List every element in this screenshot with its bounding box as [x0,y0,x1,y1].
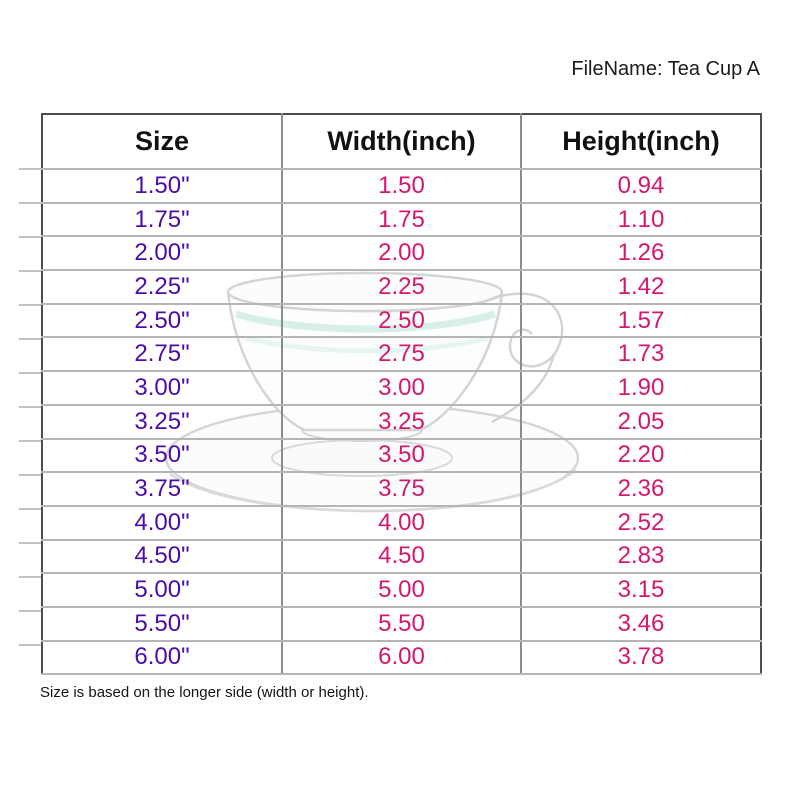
table-row: 5.50" 5.50 3.46 [42,606,761,642]
size-cell: 4.50" [42,539,283,575]
height-cell: 3.15 [521,573,761,608]
filename-label: FileName: Tea Cup A [571,58,760,80]
width-cell: 4.00 [282,505,522,541]
width-cell: 2.25 [282,270,522,305]
header-row: Size Width(inch) Height(inch) [42,114,761,170]
width-cell: 1.75 [282,202,522,238]
column-header-width: Width(inch) [282,114,522,170]
row-line-stub [19,508,41,510]
size-cell: 5.00" [42,573,283,608]
row-line-stub [19,542,41,544]
height-cell: 0.94 [521,169,761,204]
size-cell: 3.00" [42,371,283,406]
width-cell: 4.50 [282,539,522,575]
table-row: 2.75" 2.75 1.73 [42,337,761,373]
row-line-stub [19,576,41,578]
size-cell: 2.25" [42,270,283,305]
size-cell: 2.50" [42,303,283,339]
width-cell: 2.50 [282,303,522,339]
height-cell: 1.10 [521,202,761,238]
height-cell: 1.26 [521,236,761,272]
table-row: 3.25" 3.25 2.05 [42,404,761,440]
row-line-stub [19,236,41,238]
size-cell: 6.00" [42,640,283,676]
width-cell: 5.00 [282,573,522,608]
height-cell: 2.36 [521,472,761,507]
width-cell: 2.75 [282,337,522,373]
table-row: 2.25" 2.25 1.42 [42,270,761,305]
table-row: 1.75" 1.75 1.10 [42,202,761,238]
row-line-stub [19,610,41,612]
row-line-stub [19,406,41,408]
table-row: 4.50" 4.50 2.83 [42,539,761,575]
table-row: 3.00" 3.00 1.90 [42,371,761,406]
height-cell: 2.05 [521,404,761,440]
row-line-stub [19,168,41,170]
footnote: Size is based on the longer side (width … [40,684,369,701]
height-cell: 1.57 [521,303,761,339]
height-cell: 1.90 [521,371,761,406]
column-header-size: Size [42,114,283,170]
table-row: 5.00" 5.00 3.15 [42,573,761,608]
table-row: 2.50" 2.50 1.57 [42,303,761,339]
row-line-stub [19,202,41,204]
row-line-stub [19,372,41,374]
table-row: 3.50" 3.50 2.20 [42,438,761,474]
size-cell: 3.75" [42,472,283,507]
table-body: 1.50" 1.50 0.94 1.75" 1.75 1.10 2.00" 2.00 1.26 2… [42,169,761,676]
row-line-stub [19,644,41,646]
size-cell: 5.50" [42,606,283,642]
row-line-stubs [19,113,41,678]
row-line-stub [19,474,41,476]
width-cell: 3.75 [282,472,522,507]
width-cell: 1.50 [282,169,522,204]
height-cell: 1.73 [521,337,761,373]
width-cell: 2.00 [282,236,522,272]
size-cell: 3.50" [42,438,283,474]
height-cell: 2.52 [521,505,761,541]
row-line-stub [19,440,41,442]
table-row: 3.75" 3.75 2.36 [42,472,761,507]
height-cell: 3.46 [521,606,761,642]
table-row: 1.50" 1.50 0.94 [42,169,761,204]
width-cell: 3.25 [282,404,522,440]
height-cell: 1.42 [521,270,761,305]
size-cell: 1.50" [42,169,283,204]
width-cell: 3.00 [282,371,522,406]
size-cell: 3.25" [42,404,283,440]
row-line-stub [19,270,41,272]
column-header-height: Height(inch) [521,114,761,170]
size-cell: 1.75" [42,202,283,238]
height-cell: 2.20 [521,438,761,474]
size-chart-table: Size Width(inch) Height(inch) 1.50" 1.50 0… [41,113,762,676]
row-line-stub [19,338,41,340]
height-cell: 3.78 [521,640,761,676]
table-row: 2.00" 2.00 1.26 [42,236,761,272]
height-cell: 2.83 [521,539,761,575]
table-row: 6.00" 6.00 3.78 [42,640,761,676]
width-cell: 3.50 [282,438,522,474]
size-cell: 4.00" [42,505,283,541]
width-cell: 6.00 [282,640,522,676]
row-line-stub [19,304,41,306]
table-header: Size Width(inch) Height(inch) [42,114,761,170]
size-cell: 2.00" [42,236,283,272]
size-cell: 2.75" [42,337,283,373]
table-row: 4.00" 4.00 2.52 [42,505,761,541]
width-cell: 5.50 [282,606,522,642]
